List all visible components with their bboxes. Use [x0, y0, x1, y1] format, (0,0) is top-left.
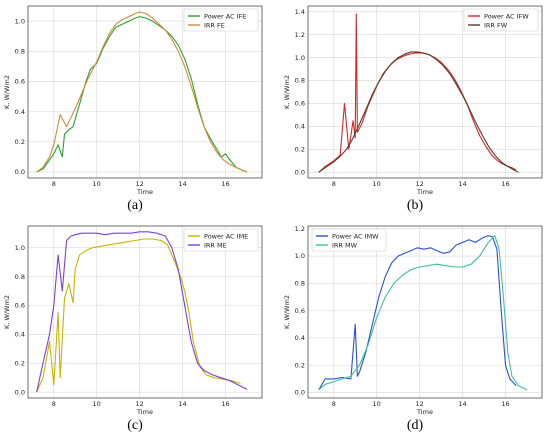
y-axis-label: K, W/Wm2	[3, 75, 11, 109]
x-tick-label: 14	[458, 180, 466, 188]
chart-svg-b: 8 10 12 14 16 0.0 0.2 0.4 0.6 0.8 1.0 1.2 1.4 Time K, …	[283, 5, 543, 196]
legend-label: IRR FE	[204, 21, 225, 29]
y-tick-label: 0.6	[15, 302, 25, 310]
legend-label: Power AC IFE	[204, 12, 246, 20]
plot-frame	[307, 5, 543, 179]
x-tick-label: 14	[458, 400, 466, 408]
y-tick-label: 0.4	[15, 108, 25, 116]
chart-svg-d: 8 10 12 14 16 0.0 0.2 0.4 0.6 0.8 1.0 1.2 Time K, W/W…	[283, 225, 543, 416]
series-line	[36, 231, 248, 393]
plot-frame	[27, 225, 263, 399]
x-tick-label: 16	[501, 400, 509, 408]
x-tick-label: 10	[373, 400, 381, 408]
y-tick-label: 0.8	[295, 77, 305, 85]
chart-svg-a: 8 10 12 14 16 0.0 0.2 0.4 0.6 0.8 1.0 Time K, W/Wm2 P…	[3, 5, 263, 196]
y-tick-label: 1.2	[295, 225, 305, 233]
x-tick-label: 8	[332, 400, 336, 408]
chart-panel-c: 8 10 12 14 16 0.0 0.2 0.4 0.6 0.8 1.0 Time K, W/Wm2 P…	[0, 220, 270, 420]
y-tick-label: 1.0	[295, 252, 305, 260]
series-line	[318, 51, 519, 173]
y-tick-label: 0.4	[15, 331, 25, 339]
y-tick-label: 0.4	[295, 334, 305, 342]
x-axis-label: Time	[136, 408, 153, 416]
plot-frame	[307, 225, 543, 399]
series-line	[318, 235, 517, 391]
y-tick-label: 0.0	[15, 168, 25, 176]
y-tick-label: 0.2	[295, 146, 305, 154]
chart-panel-d: 8 10 12 14 16 0.0 0.2 0.4 0.6 0.8 1.0 1.2 Time K, W/W…	[280, 220, 550, 420]
caption-c: (c)	[127, 418, 143, 433]
x-tick-label: 16	[221, 180, 229, 188]
x-axis-label: Time	[416, 408, 433, 416]
y-tick-label: 1.0	[15, 17, 25, 25]
y-tick-label: 0.0	[295, 389, 305, 397]
x-tick-label: 12	[415, 180, 423, 188]
caption-d: (d)	[406, 418, 424, 433]
x-tick-label: 14	[178, 400, 186, 408]
series-line	[36, 11, 248, 173]
x-tick-label: 14	[178, 180, 186, 188]
y-tick-label: 0.8	[295, 280, 305, 288]
x-tick-label: 12	[135, 400, 143, 408]
y-tick-label: 1.2	[295, 31, 305, 39]
y-tick-label: 0.8	[15, 47, 25, 55]
x-axis-label: Time	[136, 188, 153, 196]
y-tick-label: 1.0	[15, 244, 25, 252]
legend-box	[463, 8, 539, 32]
x-tick-label: 8	[52, 400, 56, 408]
y-tick-label: 1.4	[295, 8, 305, 16]
x-tick-label: 16	[501, 180, 509, 188]
legend-label: IRR ME	[204, 241, 227, 249]
x-axis-label: Time	[416, 188, 433, 196]
legend-label: Power AC IFW	[484, 12, 529, 20]
x-tick-label: 10	[93, 400, 101, 408]
y-tick-label: 0.2	[15, 138, 25, 146]
plot-frame	[27, 5, 263, 179]
caption-b: (b)	[406, 198, 424, 213]
y-tick-label: 0.2	[295, 361, 305, 369]
y-tick-label: 0.0	[15, 388, 25, 396]
x-tick-label: 10	[373, 180, 381, 188]
caption-a: (a)	[127, 198, 143, 213]
y-axis-label: K, W/Wm2	[283, 75, 291, 109]
chart-svg-c: 8 10 12 14 16 0.0 0.2 0.4 0.6 0.8 1.0 Time K, W/Wm2 P…	[3, 225, 263, 416]
x-tick-label: 12	[135, 180, 143, 188]
legend-label: IRR MW	[332, 241, 358, 249]
x-tick-label: 8	[52, 180, 56, 188]
y-axis-label: K, W/Wm2	[3, 295, 11, 329]
series-line	[36, 238, 241, 393]
x-tick-label: 12	[415, 400, 423, 408]
y-tick-label: 0.6	[15, 78, 25, 86]
y-tick-label: 0.2	[15, 360, 25, 368]
series-line	[36, 16, 248, 173]
y-tick-label: 0.6	[295, 100, 305, 108]
series-line	[318, 235, 528, 391]
legend-label: Power AC IMW	[332, 232, 379, 240]
y-tick-label: 1.0	[295, 54, 305, 62]
y-tick-label: 0.0	[295, 168, 305, 176]
y-tick-label: 0.6	[295, 307, 305, 315]
series-line	[318, 13, 517, 173]
chart-panel-b: 8 10 12 14 16 0.0 0.2 0.4 0.6 0.8 1.0 1.2 1.4 Time K, …	[280, 0, 550, 200]
y-tick-label: 0.4	[295, 123, 305, 131]
x-tick-label: 16	[221, 400, 229, 408]
y-tick-label: 0.8	[15, 273, 25, 281]
chart-panel-a: 8 10 12 14 16 0.0 0.2 0.4 0.6 0.8 1.0 Time K, W/Wm2 P…	[0, 0, 270, 200]
legend-box	[183, 8, 259, 32]
legend-box	[311, 228, 387, 252]
legend-label: Power AC IME	[204, 232, 248, 240]
y-axis-label: K, W/Wm2	[283, 295, 291, 329]
legend-label: IRR FW	[484, 21, 508, 29]
x-tick-label: 8	[332, 180, 336, 188]
x-tick-label: 10	[93, 180, 101, 188]
legend-box	[183, 228, 259, 252]
